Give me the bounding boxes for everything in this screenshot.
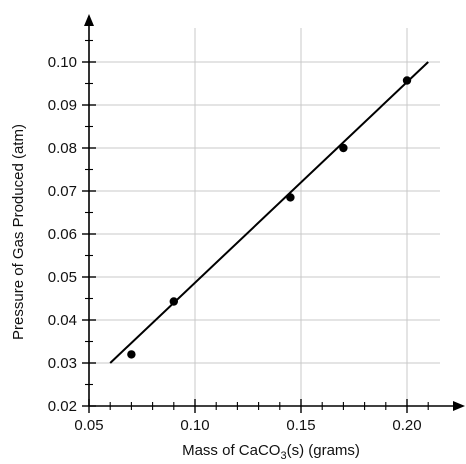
y-tick-label: 0.06 (48, 226, 77, 243)
tick-labels: 0.02 0.03 0.04 0.05 0.06 0.07 0.08 0.09 0.10 0.05… (48, 54, 422, 434)
data-points (127, 76, 412, 359)
data-point (339, 143, 348, 153)
x-tick-label: 0.10 (180, 417, 209, 434)
x-axis-title-subscript: 3 (280, 450, 286, 462)
data-point (127, 350, 136, 359)
y-tick-label: 0.04 (48, 312, 77, 329)
y-tick-label: 0.03 (48, 355, 77, 372)
x-axis-title: Mass of CaCO3(s) (grams) (182, 442, 360, 462)
y-axis-title: Pressure of Gas Produced (atm) (10, 124, 27, 340)
axes (84, 14, 465, 411)
y-tick-label: 0.08 (48, 140, 77, 157)
x-axis-title-suffix: (s) (grams) (287, 442, 360, 459)
y-axis-arrow (84, 14, 94, 26)
y-tick-label: 0.05 (48, 269, 77, 286)
grid (89, 28, 440, 406)
x-tick-label: 0.15 (286, 417, 315, 434)
x-tick-label: 0.20 (392, 417, 421, 434)
y-tick-label: 0.07 (48, 183, 77, 200)
x-tick-label: 0.05 (74, 417, 103, 434)
y-tick-label: 0.09 (48, 97, 77, 114)
best-fit-line-group (109, 61, 429, 364)
x-axis-title-main: Mass of CaCO (182, 442, 280, 459)
y-tick-label: 0.10 (48, 54, 77, 71)
x-axis-arrow (453, 401, 465, 411)
data-point (286, 193, 295, 202)
data-point (169, 297, 178, 306)
data-point (402, 76, 412, 85)
best-fit-line (109, 61, 429, 364)
y-tick-label: 0.02 (48, 398, 77, 415)
